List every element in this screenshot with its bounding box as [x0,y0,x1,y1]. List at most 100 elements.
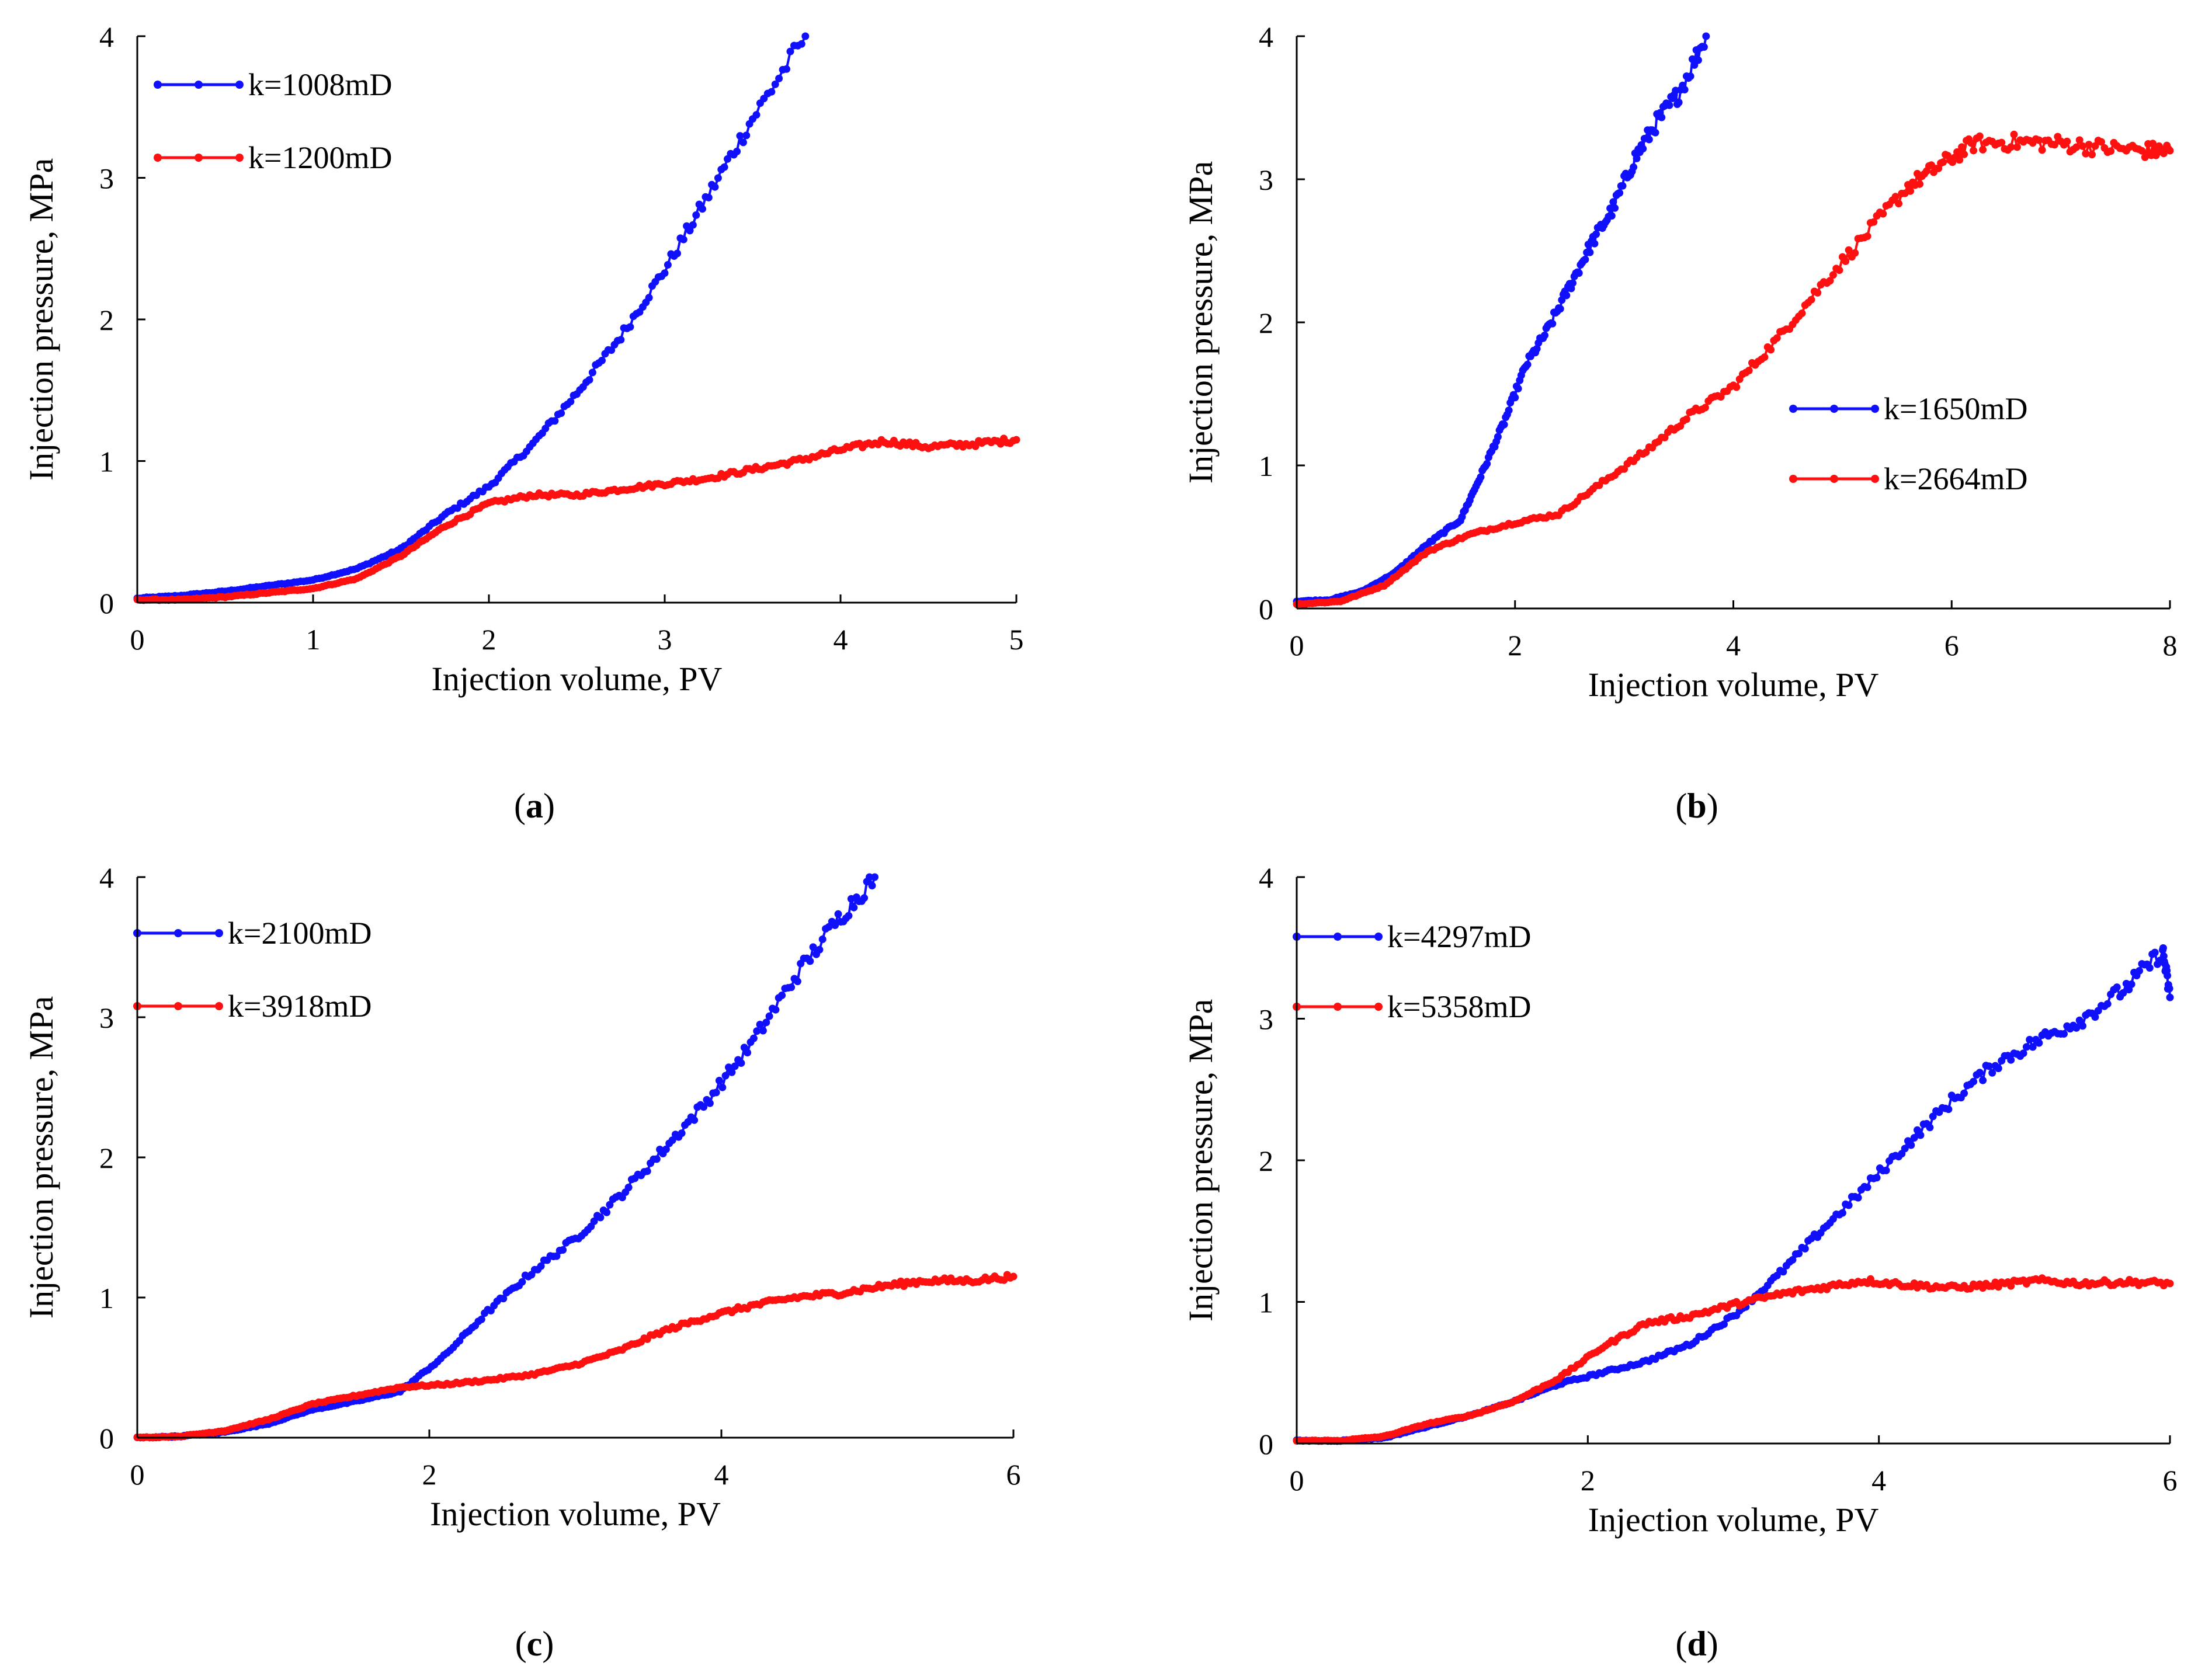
data-point [626,323,634,331]
data-point [1907,1141,1915,1149]
data-point [1009,1272,1018,1281]
series-line [1296,134,2171,606]
data-point [664,261,672,269]
data-point [2119,989,2127,997]
data-point [737,1059,745,1067]
y-tick-label: 1 [99,1282,114,1314]
data-point [1845,1201,1853,1209]
data-point [1581,255,1589,263]
data-point [1907,187,1914,195]
legend-marker [1830,475,1838,483]
data-point [679,235,687,244]
data-point [2165,985,2173,993]
y-axis-label: Injection pressure, MPa [1182,161,1220,484]
data-point [1838,1209,1846,1217]
data-point [1789,1256,1797,1264]
data-point [2149,140,2157,148]
data-point [1960,150,1968,158]
data-point [1702,32,1710,40]
data-point [668,1136,676,1145]
data-point [834,910,842,918]
data-point [1548,319,1557,328]
legend-marker [154,154,162,162]
data-point [2010,130,2018,138]
data-point [1979,1076,1987,1084]
data-point [860,894,869,902]
data-point [1979,145,1987,154]
y-tick-label: 2 [99,1142,114,1174]
data-point [1569,279,1577,287]
data-point [1916,180,1923,188]
data-point [590,1217,598,1225]
data-point [686,227,694,235]
data-point [689,221,697,229]
data-point [1682,415,1690,423]
y-tick-label: 0 [1259,1428,1273,1460]
data-point [553,1252,561,1260]
x-tick-label: 0 [130,623,145,656]
data-point [714,174,722,182]
data-point [1910,1134,1918,1142]
data-point [742,131,751,140]
chart-panel-d: k=4297mD k=5358mD 0 1 2 3 4 0 2 4 6 Injection volum… [1182,861,2178,1663]
legend-marker [1789,475,1797,483]
data-point [645,294,653,302]
data-point [1665,101,1673,109]
data-point [1686,72,1694,81]
data-point [2113,983,2121,992]
data-point [662,1145,670,1153]
data-point [1761,353,1769,361]
data-point [2085,141,2093,149]
data-point [1916,1131,1925,1139]
data-point [2136,967,2143,975]
x-axis-label: Injection volume, PV [430,1495,721,1533]
data-point [1562,291,1571,300]
data-point [652,1155,661,1163]
data-point [1511,394,1519,402]
x-tick-label: 8 [2163,629,2178,662]
x-tick-label: 2 [1508,629,1522,662]
data-point [2159,944,2167,952]
legend-label: k=2100mD [228,916,371,951]
y-tick-label: 2 [99,304,114,336]
y-tick-label: 4 [1259,20,1273,53]
data-point [537,1262,545,1270]
legend-marker [1374,1003,1383,1011]
data-point [2166,993,2174,1001]
data-point [477,1315,485,1323]
x-axis-label: Injection volume, PV [1588,666,1879,704]
data-point [1863,1183,1871,1191]
data-point [2007,143,2015,151]
legend-marker [235,154,244,162]
data-point [731,1062,739,1070]
data-point [797,40,805,48]
y-tick-label: 1 [1259,1286,1273,1319]
data-point [2151,948,2159,956]
data-point [499,1295,508,1303]
data-point [1829,271,1837,279]
legend-marker [195,81,203,89]
x-tick-label: 6 [2163,1464,2178,1497]
data-point [2072,143,2081,151]
legend-marker [1374,933,1383,941]
data-point [2088,151,2096,159]
data-point [1514,385,1522,392]
series-c-2 [133,1271,1018,1442]
data-point [1616,189,1624,197]
x-tick-label: 6 [1006,1458,1021,1491]
data-point [1851,249,1859,257]
y-axis-label: Injection pressure, MPa [1182,999,1220,1321]
data-point [2035,136,2043,144]
series-b-2 [1293,130,2174,608]
data-point [1939,158,1947,166]
y-tick-label: 4 [1259,861,1273,894]
series-line [137,1272,1014,1439]
data-point [1975,132,1984,140]
data-point [2007,1056,2015,1064]
data-point [2091,1013,2099,1021]
data-point [1680,86,1689,93]
data-point [1895,200,1902,208]
data-point [1586,248,1594,256]
data-point [1944,1105,1953,1114]
